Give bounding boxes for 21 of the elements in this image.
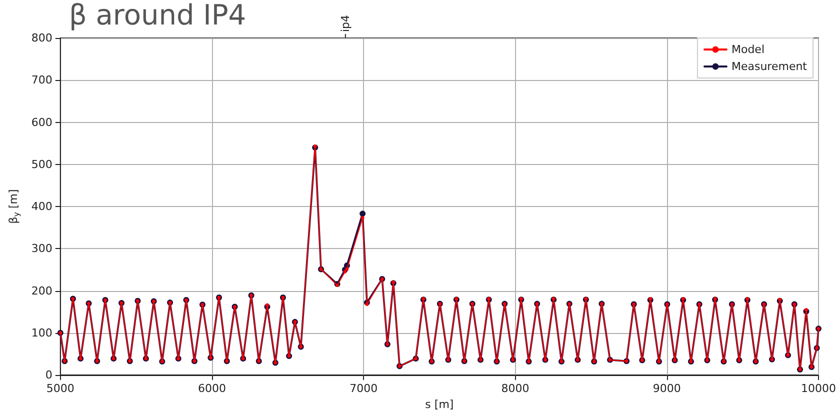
x-tick-label: 7000 (350, 382, 378, 395)
x-tick-label: 8000 (501, 382, 530, 395)
annotation: ip4 (338, 14, 352, 32)
y-tick-label: 600 (31, 116, 52, 129)
y-tick-label: 300 (31, 242, 52, 256)
y-tick-label: 100 (31, 326, 52, 340)
y-axis-title: βy [m] (7, 189, 21, 224)
x-tick-label: 5000 (46, 382, 74, 395)
y-tick-label: 500 (31, 158, 52, 171)
x-axis-title: s [m] (425, 398, 454, 411)
y-tick-label: 200 (31, 284, 52, 298)
legend-label: Measurement (731, 60, 808, 73)
legend-label: Model (731, 43, 765, 56)
y-tick-label: 700 (31, 74, 52, 87)
y-tick-label: 0 (45, 368, 52, 382)
x-tick-label: 9000 (652, 382, 681, 395)
x-tick-label: 10000 (801, 382, 836, 395)
chart-title: β around IP4 (69, 0, 246, 32)
x-tick-label: 6000 (198, 382, 226, 395)
y-tick-label: 400 (31, 200, 52, 213)
y-tick-label: 800 (31, 32, 52, 44)
